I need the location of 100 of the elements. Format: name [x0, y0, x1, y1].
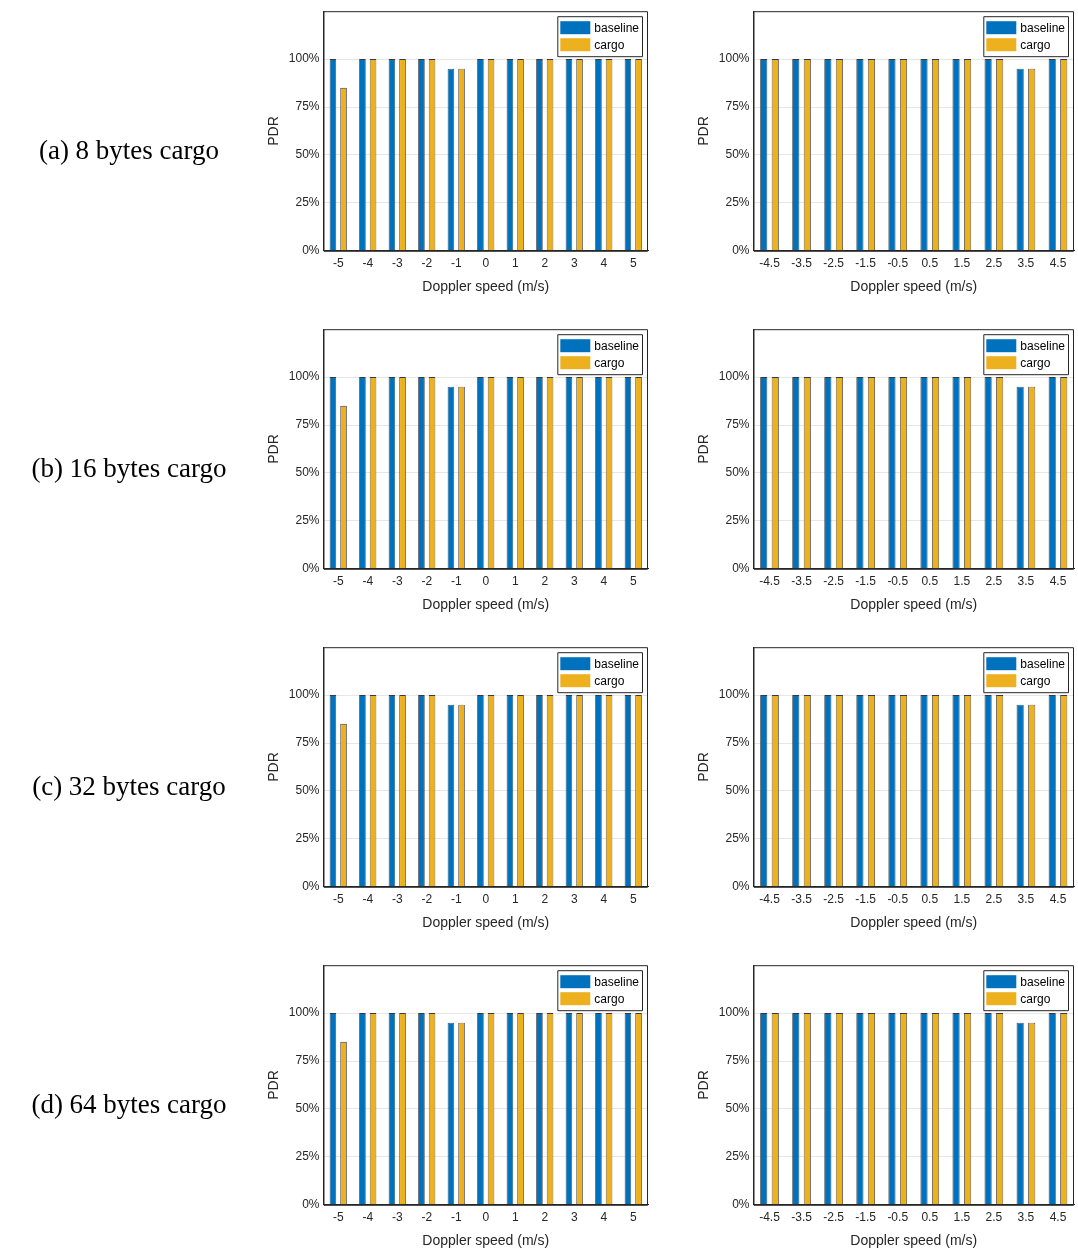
x-tick-label: 5	[629, 892, 637, 907]
y-tick-label: 50%	[295, 783, 320, 798]
x-tick-label: -3.5	[791, 574, 813, 589]
y-axis-title: PDR	[695, 116, 712, 146]
x-tick-label: -1.5	[855, 574, 877, 589]
x-tick-label: -3	[391, 892, 403, 907]
x-tick-label: 2.5	[985, 1210, 1003, 1225]
y-axis-title: PDR	[695, 1070, 712, 1100]
x-tick-label: 3	[570, 574, 578, 589]
x-tick-label: -4.5	[759, 574, 781, 589]
text: (d) 64 bytes cargo	[30, 1087, 228, 1121]
legend-label: cargo	[594, 992, 625, 1007]
y-axis-title: PDR	[265, 752, 282, 782]
x-tick-label: -5	[332, 574, 344, 589]
x-tick-label: -0.5	[887, 892, 909, 907]
y-tick-label: 0%	[302, 561, 320, 576]
x-tick-label: -1	[450, 1210, 462, 1225]
y-tick-label: 100%	[718, 51, 750, 66]
x-tick-label: 2	[541, 892, 549, 907]
y-axis-title: PDR	[695, 434, 712, 464]
y-tick-label: 25%	[295, 1149, 320, 1164]
y-tick-label: 75%	[295, 417, 320, 432]
x-tick-label: -0.5	[887, 574, 909, 589]
x-tick-label: 4.5	[1049, 892, 1067, 907]
y-tick-label: 0%	[732, 1197, 750, 1212]
x-tick-label: 4.5	[1049, 256, 1067, 271]
x-tick-label: 3.5	[1017, 256, 1035, 271]
x-tick-label: 0.5	[921, 574, 939, 589]
x-tick-label: 4.5	[1049, 1210, 1067, 1225]
legend-label: baseline	[1020, 975, 1066, 990]
y-tick-label: 25%	[295, 831, 320, 846]
x-tick-label: -3	[391, 574, 403, 589]
x-tick-label: -4	[362, 256, 374, 271]
x-tick-label: 0.5	[921, 892, 939, 907]
x-tick-label: 0	[482, 574, 490, 589]
y-tick-label: 0%	[302, 879, 320, 894]
y-tick-label: 100%	[288, 51, 320, 66]
x-tick-label: 1	[511, 1210, 519, 1225]
x-tick-label: 1.5	[953, 892, 971, 907]
x-tick-label: 2	[541, 574, 549, 589]
x-tick-label: -3	[391, 256, 403, 271]
x-tick-label: 5	[629, 1210, 637, 1225]
legend-label: baseline	[594, 657, 640, 672]
y-tick-label: 50%	[725, 147, 750, 162]
y-tick-label: 50%	[725, 783, 750, 798]
x-tick-label: 2.5	[985, 892, 1003, 907]
y-tick-label: 25%	[725, 1149, 750, 1164]
y-tick-label: 0%	[732, 561, 750, 576]
x-tick-label: -1	[450, 892, 462, 907]
x-tick-label: 1.5	[953, 256, 971, 271]
x-tick-label: 3	[570, 1210, 578, 1225]
text: (a) 8 bytes cargo	[37, 133, 221, 167]
legend-label: baseline	[1020, 339, 1066, 354]
x-tick-label: -4.5	[759, 892, 781, 907]
y-tick-label: 25%	[725, 831, 750, 846]
y-tick-label: 75%	[725, 417, 750, 432]
legend-label: baseline	[594, 339, 640, 354]
y-tick-label: 100%	[718, 1005, 750, 1020]
x-tick-label: -0.5	[887, 256, 909, 271]
x-tick-label: -4	[362, 892, 374, 907]
x-tick-label: -2.5	[823, 1210, 845, 1225]
x-axis-title: Doppler speed (m/s)	[850, 596, 978, 613]
x-tick-label: -2	[421, 256, 433, 271]
x-tick-label: 2	[541, 256, 549, 271]
legend-label: cargo	[1020, 356, 1051, 371]
legend-label: baseline	[1020, 21, 1066, 36]
y-tick-label: 75%	[295, 99, 320, 114]
x-tick-label: -5	[332, 892, 344, 907]
x-axis-title: Doppler speed (m/s)	[422, 278, 550, 295]
legend-label: cargo	[594, 674, 625, 689]
legend-label: cargo	[1020, 38, 1051, 53]
y-tick-label: 0%	[732, 243, 750, 258]
x-tick-label: 5	[629, 256, 637, 271]
x-tick-label: -2	[421, 574, 433, 589]
x-tick-label: -3.5	[791, 1210, 813, 1225]
x-tick-label: 4	[600, 256, 608, 271]
x-tick-label: -5	[332, 1210, 344, 1225]
y-tick-label: 50%	[295, 147, 320, 162]
x-tick-label: 1	[511, 892, 519, 907]
x-tick-label: -1.5	[855, 1210, 877, 1225]
x-tick-label: 0	[482, 892, 490, 907]
x-tick-label: -1	[450, 574, 462, 589]
x-tick-label: 3.5	[1017, 892, 1035, 907]
x-tick-label: -2.5	[823, 574, 845, 589]
legend-label: baseline	[594, 21, 640, 36]
legend-label: cargo	[594, 356, 625, 371]
x-tick-label: -3	[391, 1210, 403, 1225]
legend-label: cargo	[594, 38, 625, 53]
x-tick-label: 2	[541, 1210, 549, 1225]
x-tick-label: 2.5	[985, 574, 1003, 589]
x-tick-label: -0.5	[887, 1210, 909, 1225]
x-tick-label: -2.5	[823, 892, 845, 907]
y-tick-label: 100%	[718, 687, 750, 702]
y-tick-label: 75%	[295, 735, 320, 750]
x-tick-label: -2.5	[823, 256, 845, 271]
x-tick-label: 4	[600, 1210, 608, 1225]
x-tick-label: 0	[482, 1210, 490, 1225]
x-tick-label: -3.5	[791, 892, 813, 907]
x-tick-label: 3	[570, 892, 578, 907]
y-tick-label: 75%	[725, 99, 750, 114]
